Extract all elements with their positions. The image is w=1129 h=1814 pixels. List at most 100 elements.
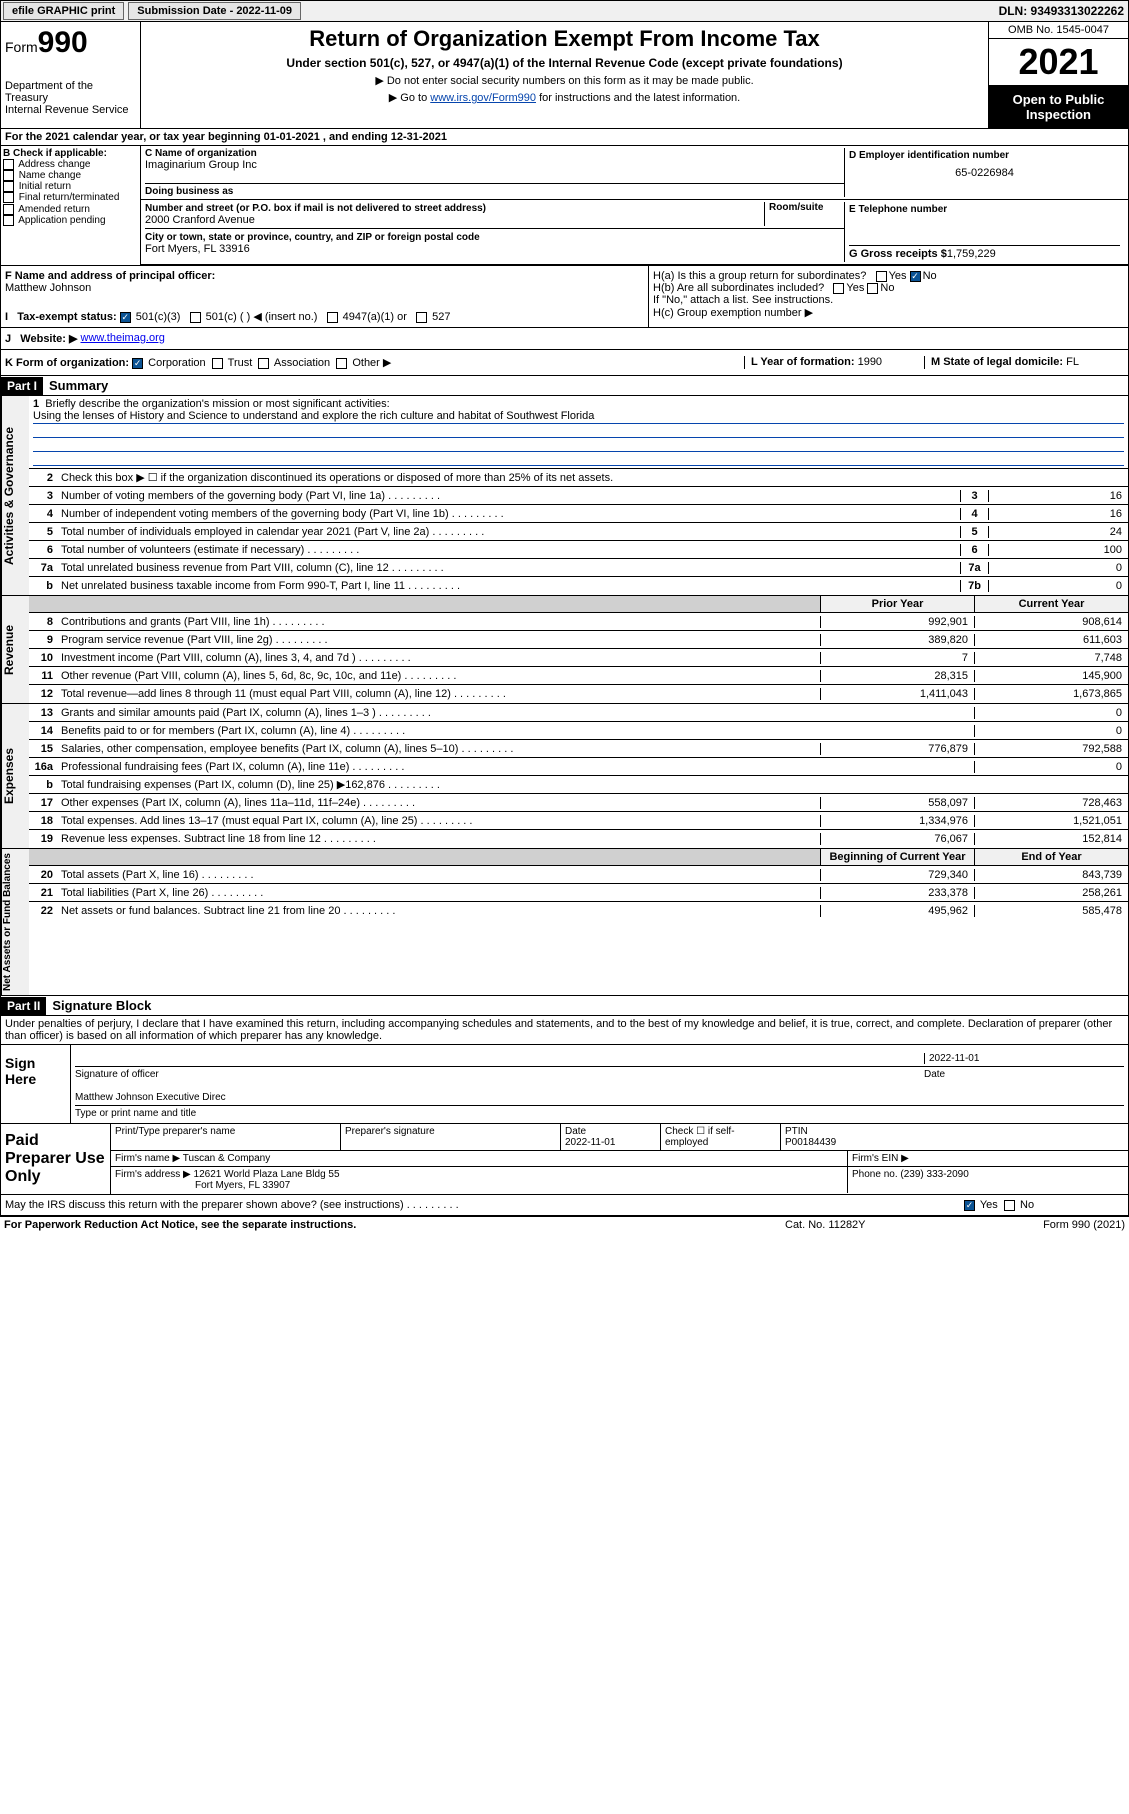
current-value: 258,261 [974,887,1128,899]
prior-value: 7 [820,652,974,664]
website-link[interactable]: www.theimag.org [81,332,165,345]
current-value: 728,463 [974,797,1128,809]
b-opt-checkbox[interactable] [3,192,14,203]
irs-label: Internal Revenue Service [5,104,136,116]
netassets-label: Net Assets or Fund Balances [1,849,29,995]
row-text: Program service revenue (Part VIII, line… [57,632,820,648]
f-label: F Name and address of principal officer: [5,270,644,282]
paperwork-notice: For Paperwork Reduction Act Notice, see … [4,1219,785,1231]
row-text: Professional fundraising fees (Part IX, … [57,759,820,775]
check-if-label: Check ☐ if self-employed [661,1124,781,1150]
ein-value: 65-0226984 [849,167,1120,179]
gov-text: Number of independent voting members of … [57,506,960,522]
netassets-block: Net Assets or Fund Balances Beginning of… [0,849,1129,996]
eoy-header: End of Year [974,849,1128,865]
main-title: Return of Organization Exempt From Incom… [151,26,978,52]
prior-value: 558,097 [820,797,974,809]
dln-label: DLN: 93493313022262 [999,4,1124,18]
current-value: 792,588 [974,743,1128,755]
submission-date-button[interactable]: Submission Date - 2022-11-09 [128,2,301,20]
k-trust[interactable] [212,358,223,369]
gross-receipts: 1,759,229 [947,248,996,260]
section-a: B Check if applicable: Address change Na… [0,146,1129,266]
501c3-checkbox[interactable] [120,312,131,323]
dba-label: Doing business as [145,183,844,197]
501c-checkbox[interactable] [190,312,201,323]
current-value: 145,900 [974,670,1128,682]
city-state-zip: Fort Myers, FL 33916 [145,243,250,255]
instruction-1: ▶ Do not enter social security numbers o… [151,74,978,87]
current-value: 585,478 [974,905,1128,917]
row-text: Investment income (Part VIII, column (A)… [57,650,820,666]
year-formation: 1990 [858,356,882,368]
org-name: Imaginarium Group Inc [145,159,844,171]
prior-value: 1,411,043 [820,688,974,700]
tax-year: 2021 [989,39,1128,86]
ha-yes[interactable] [876,271,887,282]
top-toolbar: efile GRAPHIC print Submission Date - 20… [0,0,1129,22]
prior-value: 1,334,976 [820,815,974,827]
gov-value: 0 [988,562,1128,574]
b-opt-checkbox[interactable] [3,181,14,192]
gov-text: Total number of individuals employed in … [57,524,960,540]
current-value: 0 [974,707,1128,719]
current-value: 1,521,051 [974,815,1128,827]
gov-value: 24 [988,526,1128,538]
current-year-header: Current Year [974,596,1128,612]
sig-officer-label: Signature of officer [75,1069,924,1080]
part1-header-row: Part I Summary [0,376,1129,396]
b-opt-checkbox[interactable] [3,159,14,170]
row-text: Total assets (Part X, line 16) [57,867,820,883]
footer: For Paperwork Reduction Act Notice, see … [0,1216,1129,1233]
sig-date: 2022-11-01 [924,1053,1124,1064]
irs-link[interactable]: www.irs.gov/Form990 [430,92,536,104]
prior-value: 729,340 [820,869,974,881]
prior-value: 495,962 [820,905,974,917]
preparer-block: Paid Preparer Use Only Print/Type prepar… [0,1124,1129,1195]
gov-value: 16 [988,508,1128,520]
hb-note: If "No," attach a list. See instructions… [653,294,1124,306]
prior-value: 28,315 [820,670,974,682]
k-other[interactable] [336,358,347,369]
current-value: 611,603 [974,634,1128,646]
hb-no[interactable] [867,283,878,294]
ha-no[interactable] [910,271,921,282]
efile-button[interactable]: efile GRAPHIC print [3,2,124,20]
row-text: Salaries, other compensation, employee b… [57,741,820,757]
b-opt-checkbox[interactable] [3,215,14,226]
mission-blank-1 [33,424,1124,438]
527-checkbox[interactable] [416,312,427,323]
row-text: Total expenses. Add lines 13–17 (must eq… [57,813,820,829]
hb-yes[interactable] [833,283,844,294]
subtitle: Under section 501(c), 527, or 4947(a)(1)… [151,56,978,70]
phone-value: (239) 333-2090 [900,1169,968,1180]
ptin-value: P00184439 [785,1137,836,1148]
discuss-yes[interactable] [964,1200,975,1211]
state-domicile: FL [1066,356,1079,368]
discuss-no[interactable] [1004,1200,1015,1211]
row-text: Benefits paid to or for members (Part IX… [57,723,820,739]
d-label: D Employer identification number [849,150,1120,161]
part2-title: Signature Block [46,996,157,1015]
firm-name-label: Firm's name ▶ [115,1153,180,1164]
row-text: Total liabilities (Part X, line 26) [57,885,820,901]
l-label: L Year of formation: [751,356,855,368]
form-number: 990 [38,26,88,59]
k-assoc[interactable] [258,358,269,369]
k-label: K Form of organization: [5,357,129,369]
c-label: C Name of organization [145,148,844,159]
4947-checkbox[interactable] [327,312,338,323]
date-label: Date [924,1069,1124,1080]
b-opt-checkbox[interactable] [3,204,14,215]
gov-value: 100 [988,544,1128,556]
e-label: E Telephone number [849,204,1120,215]
firm-addr-2: Fort Myers, FL 33907 [195,1180,290,1191]
governance-block: Activities & Governance 1 Briefly descri… [0,396,1129,596]
sign-here-label: Sign Here [1,1045,71,1123]
signature-block: Under penalties of perjury, I declare th… [0,1016,1129,1124]
row-text: Revenue less expenses. Subtract line 18 … [57,831,820,847]
current-value: 908,614 [974,616,1128,628]
k-corp[interactable] [132,358,143,369]
revenue-label: Revenue [1,596,29,703]
b-opt-checkbox[interactable] [3,170,14,181]
